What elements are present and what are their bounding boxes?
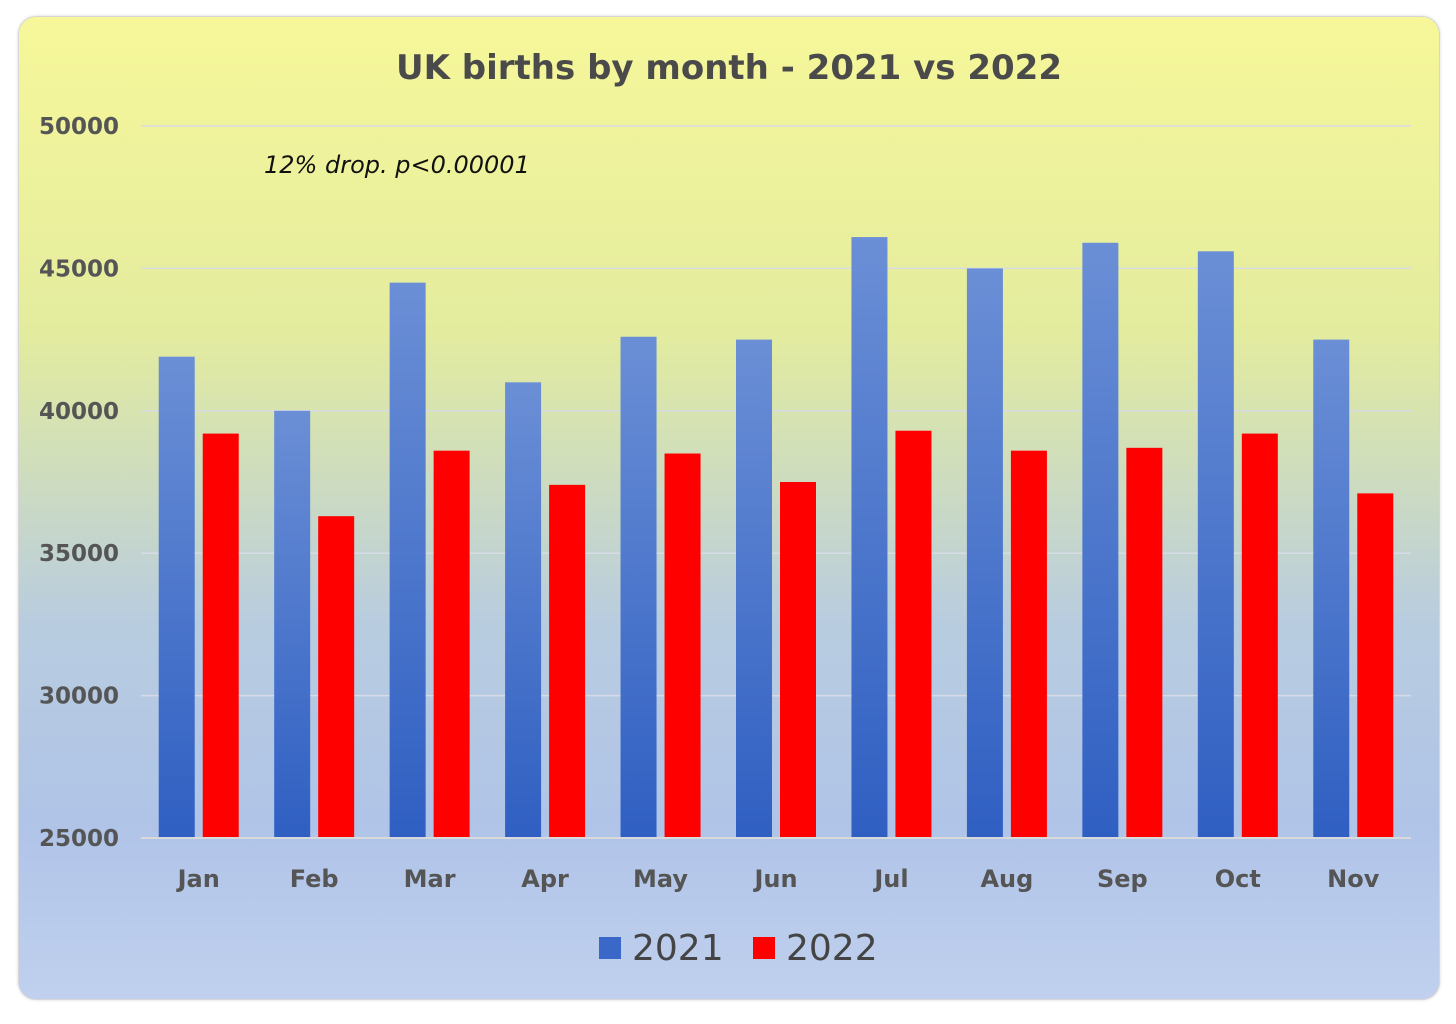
bar-2021-jul bbox=[851, 237, 888, 838]
chart-annotation: 12% drop. p<0.00001 bbox=[264, 151, 530, 179]
bar-2022-oct bbox=[1241, 433, 1278, 838]
x-tick-label: Aug bbox=[980, 865, 1033, 893]
bar-2021-sep bbox=[1082, 242, 1119, 838]
legend-swatch-2022 bbox=[753, 937, 775, 959]
chart-frame: UK births by month - 2021 vs 2022 12% dr… bbox=[18, 16, 1440, 1000]
bar-2022-sep bbox=[1126, 447, 1163, 838]
bar-2022-jan bbox=[202, 433, 239, 838]
bars bbox=[158, 237, 1394, 838]
chart: UK births by month - 2021 vs 2022 12% dr… bbox=[39, 48, 1411, 969]
bar-2022-feb bbox=[318, 516, 355, 838]
chart-title: UK births by month - 2021 vs 2022 bbox=[396, 48, 1062, 88]
y-tick-label: 50000 bbox=[39, 114, 119, 140]
bar-2021-feb bbox=[274, 410, 311, 838]
bar-2021-mar bbox=[389, 282, 426, 838]
bar-2022-jul bbox=[895, 430, 932, 838]
x-tick-label: Jan bbox=[176, 865, 220, 893]
bar-2022-may bbox=[664, 453, 701, 838]
y-tick-label: 25000 bbox=[39, 826, 119, 852]
y-tick-label: 40000 bbox=[39, 399, 119, 425]
bar-2021-aug bbox=[966, 268, 1003, 838]
y-axis-ticks: 25000 30000 35000 40000 45000 50000 bbox=[39, 114, 119, 852]
legend-label-2021: 2021 bbox=[632, 928, 724, 969]
bar-2021-nov bbox=[1313, 339, 1350, 838]
x-tick-label: Mar bbox=[404, 865, 456, 893]
legend: 2021 2022 bbox=[599, 928, 878, 969]
x-tick-label: Feb bbox=[290, 865, 339, 893]
bar-2021-apr bbox=[505, 382, 542, 838]
x-tick-label: May bbox=[633, 865, 688, 893]
x-tick-label: Sep bbox=[1097, 865, 1148, 893]
x-tick-label: Jul bbox=[872, 865, 908, 893]
bar-2022-apr bbox=[549, 484, 586, 838]
x-tick-label: Oct bbox=[1215, 865, 1261, 893]
bar-2022-aug bbox=[1010, 450, 1047, 838]
x-tick-label: Apr bbox=[521, 865, 569, 893]
x-tick-label: Jun bbox=[752, 865, 797, 893]
y-tick-label: 45000 bbox=[39, 256, 119, 282]
x-tick-label: Nov bbox=[1327, 865, 1380, 893]
bar-2022-mar bbox=[433, 450, 470, 838]
bar-2021-jun bbox=[736, 339, 772, 838]
legend-label-2022: 2022 bbox=[786, 928, 878, 969]
bar-2022-jun bbox=[780, 482, 816, 838]
bar-2021-may bbox=[620, 336, 657, 838]
x-axis-ticks: Jan Feb Mar Apr May Jun Jul Aug Sep Oct Nov bbox=[176, 865, 1380, 893]
legend-swatch-2021 bbox=[599, 937, 621, 959]
bar-2021-oct bbox=[1197, 251, 1234, 838]
y-tick-label: 35000 bbox=[39, 541, 119, 567]
bar-2021-jan bbox=[158, 356, 195, 838]
bar-2022-nov bbox=[1357, 493, 1394, 838]
y-tick-label: 30000 bbox=[39, 684, 119, 710]
